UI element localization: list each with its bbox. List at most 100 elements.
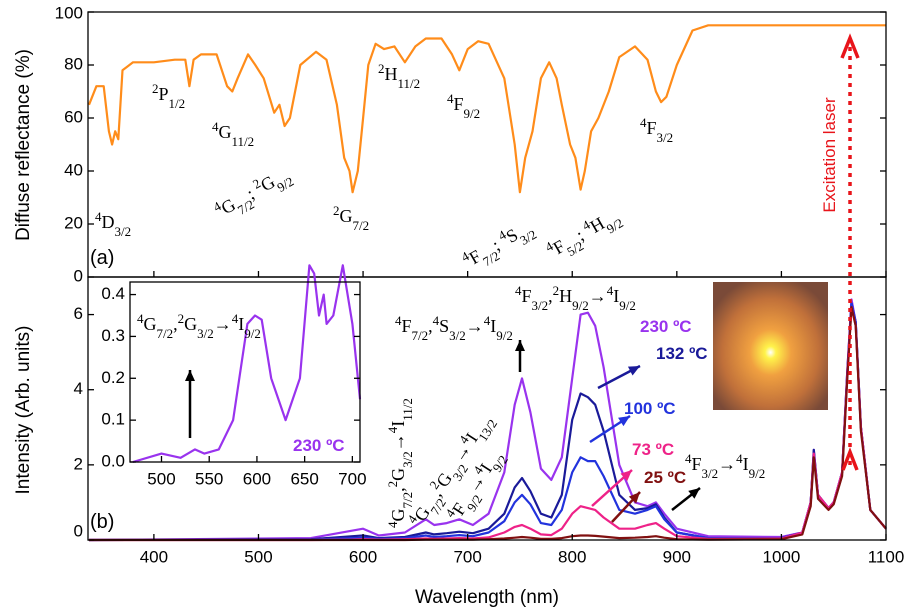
annotation-part: F [647, 118, 657, 138]
plot-frame [87, 11, 887, 278]
annotation-part: G [388, 468, 408, 481]
y-tick-label: 6 [74, 304, 83, 323]
x-axis-label: Wavelength (nm) [415, 587, 559, 608]
arrow-head [620, 470, 632, 482]
y-tick-label: 80 [64, 54, 83, 73]
x-tick-label: 550 [195, 469, 223, 488]
annotation-part: Excitation laser [820, 97, 839, 213]
arrow-head [185, 370, 195, 381]
y-tick-label: 0 [74, 266, 83, 285]
annotation-part: 3/2 [702, 466, 719, 481]
y-axis-label: Diffuse reflectance (%) [13, 49, 34, 241]
annotation-part: 3/2 [532, 298, 549, 313]
x-tick-label: 600 [243, 469, 271, 488]
y-tick-label: 0.2 [101, 368, 125, 387]
annotation-part: I [743, 454, 749, 474]
annotation-part: I [238, 314, 244, 334]
x-tick-label: 600 [349, 547, 377, 566]
annotation: 2P1/2 [152, 81, 185, 111]
annotation: (a) [90, 247, 114, 269]
annotation-part: F [692, 454, 702, 474]
annotation-part: 4 [385, 521, 400, 528]
annotation-part: (a) [90, 247, 114, 269]
x-tick-label: 700 [338, 469, 366, 488]
annotation: 4F9/2 [447, 91, 480, 121]
annotation-part: , [548, 286, 553, 306]
annotation: 4F7/2,4S3/2→4I9/2 [395, 313, 513, 343]
annotation-part: 7/2 [157, 326, 174, 341]
annotation-part: 9/2 [619, 298, 636, 313]
x-tick-label: 650 [290, 469, 318, 488]
arrow-head [688, 488, 700, 499]
x-tick-label: 1100 [868, 547, 905, 566]
annotation-part: 9/2 [749, 466, 766, 481]
x-tick-label: 900 [663, 547, 691, 566]
annotation-part: 9/2 [464, 106, 481, 121]
annotation-part: 9/2 [244, 326, 261, 341]
annotation-part: 4 [433, 313, 440, 328]
annotation-part: 3/2 [400, 451, 415, 468]
y-tick-label: 0.1 [101, 410, 125, 429]
y-tick-label: 0.3 [101, 326, 125, 345]
annotation-part: P [159, 84, 169, 104]
annotation-part: 11/2 [232, 134, 255, 149]
annotation-part: 4 [447, 91, 454, 106]
x-tick-label: 500 [244, 547, 272, 566]
y-tick-label: 40 [64, 160, 83, 179]
annotation-part: 9/2 [604, 215, 626, 236]
annotation-part: 2 [378, 61, 385, 76]
annotation-part: 4 [484, 313, 491, 328]
annotation-part: 4 [232, 311, 239, 326]
data-line [132, 264, 362, 464]
y-axis-label: Intensity (Arb. units) [13, 326, 34, 495]
annotation-part: 1/2 [169, 96, 186, 111]
annotation-part: (b) [90, 511, 114, 533]
annotation: 4G7/2,2G3/2→4I9/2 [137, 311, 261, 341]
annotation-part: F [522, 286, 532, 306]
series-label: 25 ºC [644, 468, 686, 487]
annotation-part: G [144, 314, 157, 334]
annotation-part: 3/2 [449, 328, 466, 343]
annotation: 4F3/2,2H9/2→4I9/2 [515, 283, 636, 313]
annotation-part: 4 [640, 115, 647, 130]
annotation-part: 4 [515, 283, 522, 298]
inset-bg [130, 282, 360, 462]
annotation-part: 3/2 [115, 224, 132, 239]
x-tick-label: 700 [453, 547, 481, 566]
annotation: 2G7/2 [333, 203, 369, 233]
annotation-part: , [173, 314, 178, 334]
series-label: 132 ºC [656, 344, 708, 363]
annotation-part: H [385, 64, 398, 84]
annotation: 4G7/2; 2G9/2 [210, 160, 296, 227]
annotation: 2H11/2 [378, 61, 420, 91]
annotation: 4F9/2→4I9/2 [442, 444, 511, 528]
y-tick-label: 0.4 [101, 284, 125, 303]
annotation-part: 7/2 [480, 248, 502, 269]
y-tick-label: 4 [74, 379, 83, 398]
x-tick-label: 400 [140, 547, 168, 566]
annotation: Excitation laser [820, 97, 839, 213]
annotation-part: → [448, 440, 475, 466]
annotation-part: 2 [178, 311, 185, 326]
series-label: 230 ºC [293, 436, 345, 455]
annotation-part: 7/2 [353, 218, 370, 233]
annotation: 4G7/2,2G3/2→4I11/2 [385, 398, 415, 528]
annotation-part: 2 [385, 481, 400, 488]
y-tick-label: 20 [64, 213, 83, 232]
annotation-part: 2 [553, 283, 560, 298]
annotation: (b) [90, 511, 114, 533]
annotation-part: 9/2 [274, 173, 296, 194]
annotation: 4F3/2 [640, 115, 673, 145]
x-tick-label: 500 [147, 469, 175, 488]
annotation-part: D [102, 212, 115, 232]
annotation-part: I [613, 286, 619, 306]
annotation-part: 5/2 [564, 238, 586, 259]
annotation-part: 4 [607, 283, 614, 298]
annotation-part: 7/2 [235, 196, 257, 217]
annotation-part: 4 [95, 209, 102, 224]
x-tick-label: 800 [558, 547, 586, 566]
annotation-part: G [388, 509, 408, 522]
annotation: 4F3/2→4I9/2 [685, 451, 765, 481]
plot-frame [87, 276, 887, 541]
